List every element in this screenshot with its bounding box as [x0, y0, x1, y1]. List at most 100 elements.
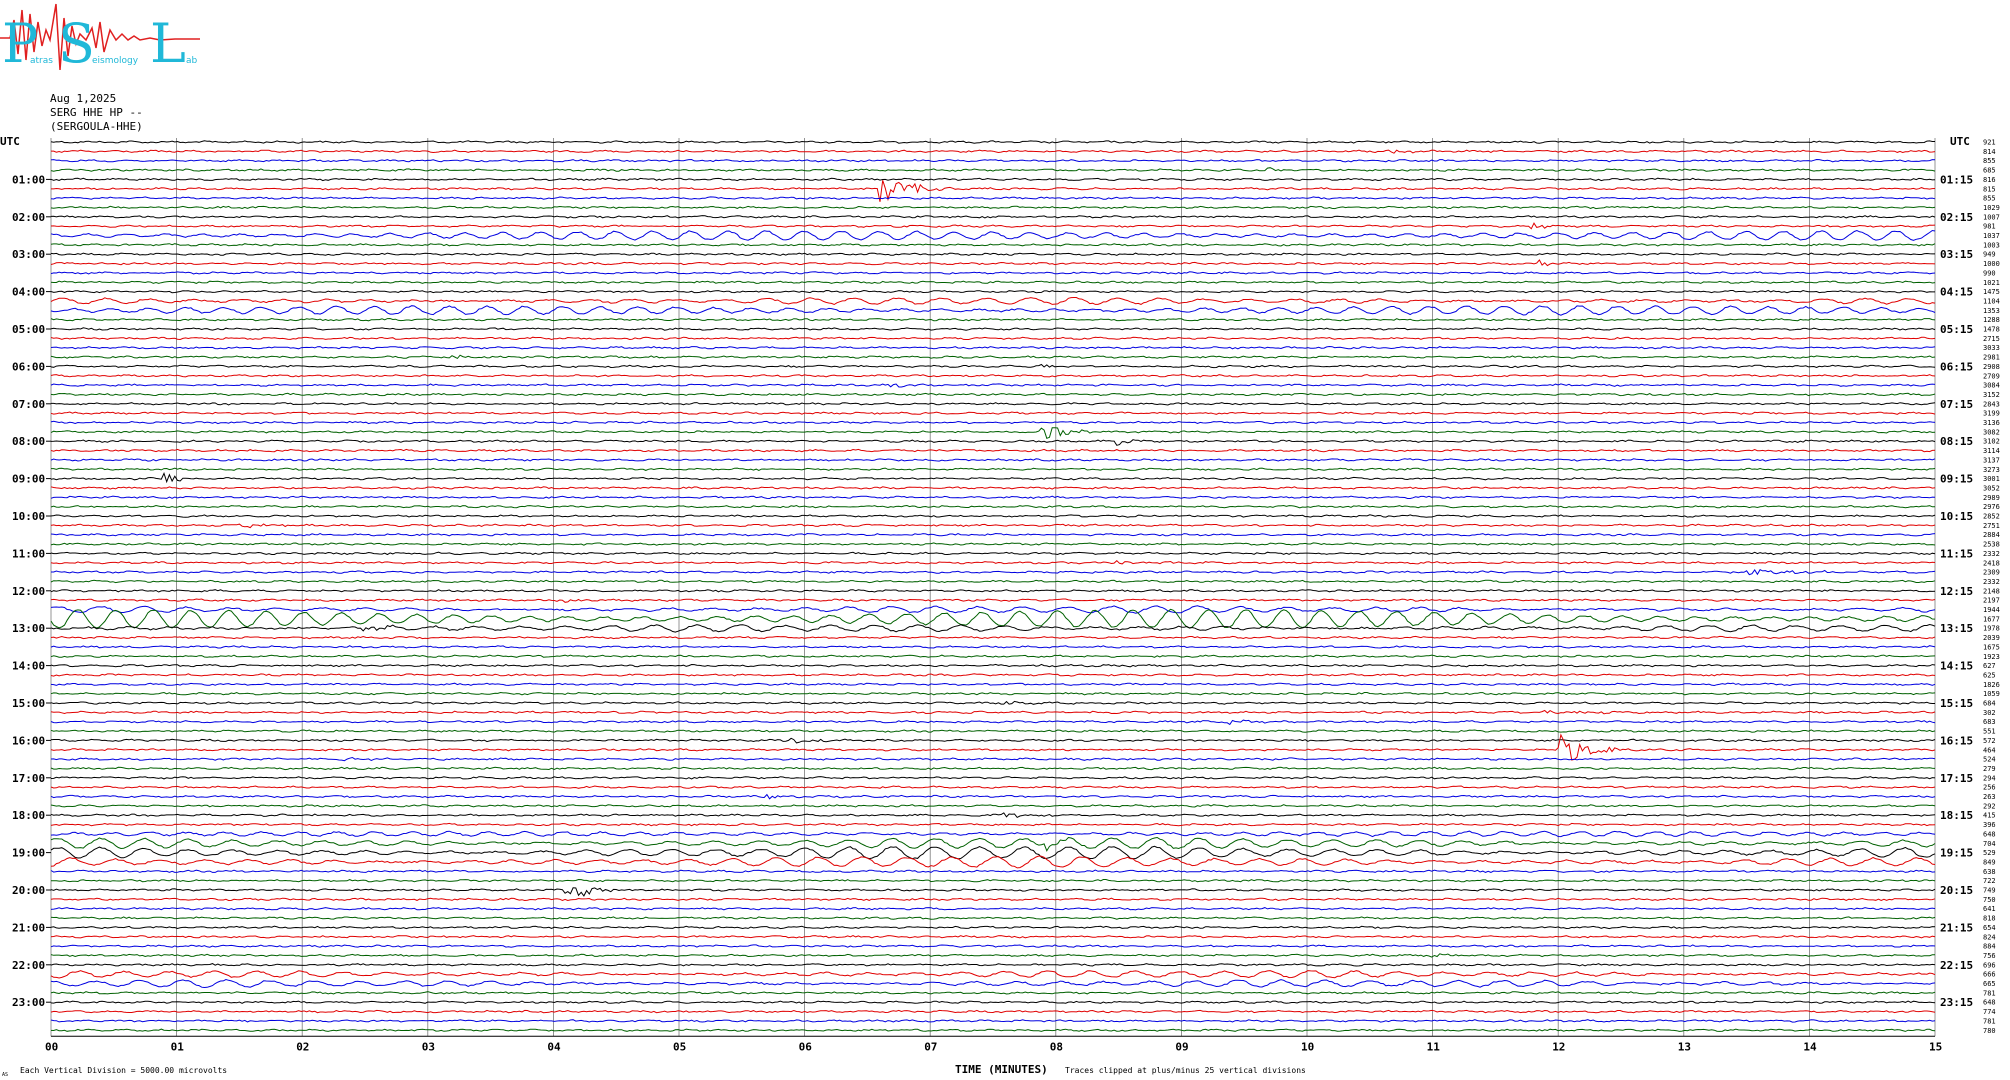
trace-59 [50, 691, 1936, 696]
rms-value: 665 [1983, 980, 1996, 988]
trace-85 [50, 935, 1936, 939]
rms-value: 949 [1983, 251, 1996, 259]
rms-value: 2884 [1983, 531, 2000, 539]
hour-label-left: 05:00 [12, 323, 45, 336]
hour-label-right: 07:15 [1940, 398, 1973, 411]
hour-label-left: 07:00 [12, 398, 45, 411]
rms-value: 1826 [1983, 681, 2000, 689]
rms-value: 818 [1983, 915, 1996, 923]
trace-16 [50, 289, 1935, 294]
rms-value: 2709 [1983, 372, 2000, 380]
rms-value: 722 [1983, 877, 1996, 885]
rms-value: 685 [1983, 167, 1996, 175]
hour-label-right: 12:15 [1940, 585, 1973, 598]
rms-value: 774 [1983, 1008, 1996, 1016]
rms-value: 1923 [1983, 653, 2000, 661]
rms-value: 921 [1983, 139, 1996, 147]
rms-value: 3052 [1983, 484, 2000, 492]
x-tick-label: 12 [1552, 1040, 1565, 1053]
trace-28 [51, 402, 1936, 406]
trace-0 [50, 140, 1935, 144]
hour-label-right: 08:15 [1940, 435, 1973, 448]
x-tick-label: 09 [1175, 1040, 1188, 1053]
rms-value: 279 [1983, 765, 1996, 773]
rms-value: 1000 [1983, 260, 2000, 268]
hour-label-left: 10:00 [12, 510, 45, 523]
rms-value: 294 [1983, 774, 1996, 782]
hour-label-right: 22:15 [1940, 959, 1973, 972]
rms-value: 3102 [1983, 438, 2000, 446]
rms-value: 1288 [1983, 316, 2000, 324]
rms-value: 1475 [1983, 288, 2000, 296]
trace-22 [50, 345, 1936, 350]
rms-value: 2981 [1983, 354, 2000, 362]
x-tick-label: 06 [799, 1040, 813, 1053]
rms-value: 551 [1983, 728, 1996, 736]
rms-value: 256 [1983, 784, 1996, 792]
trace-83 [50, 916, 1936, 920]
hour-label-left: 18:00 [12, 809, 45, 822]
trace-38 [50, 495, 1936, 500]
rms-value: 756 [1983, 952, 1996, 960]
rms-value: 1104 [1983, 297, 2000, 305]
hour-label-right: 13:15 [1940, 622, 1973, 635]
rms-value: 464 [1983, 746, 1996, 754]
rms-value: 1677 [1983, 615, 2000, 623]
x-tick-label: 08 [1050, 1040, 1063, 1053]
logo-text-3: ab [186, 56, 198, 66]
rms-value: 814 [1983, 148, 1996, 156]
x-tick-label: 13 [1678, 1040, 1691, 1053]
trace-48 [50, 589, 1936, 593]
trace-11 [50, 243, 1936, 247]
hour-label-right: 16:15 [1940, 734, 1973, 747]
rms-value: 781 [1983, 989, 1996, 997]
rms-value: 855 [1983, 195, 1996, 203]
hour-label-left: 12:00 [12, 585, 45, 598]
rms-value: 625 [1983, 671, 1996, 679]
trace-15 [50, 280, 1936, 284]
rms-value: 2148 [1983, 587, 2000, 595]
hour-label-right: 11:15 [1940, 547, 1973, 560]
trace-91 [50, 991, 1936, 995]
station-label: (SERGOULA-HHE) [50, 120, 143, 133]
rms-value: 1059 [1983, 690, 2000, 698]
trace-35 [51, 467, 1936, 471]
rms-value: 981 [1983, 223, 1996, 231]
trace-30 [50, 420, 1936, 425]
trace-68 [50, 776, 1936, 780]
trace-50 [50, 605, 1936, 614]
trace-94 [50, 1019, 1936, 1023]
trace-44 [50, 551, 1936, 556]
trace-62 [50, 719, 1936, 726]
rms-value: 3152 [1983, 391, 2000, 399]
rms-value: 1007 [1983, 213, 2000, 221]
x-tick-label: 07 [924, 1040, 937, 1053]
rms-value: 524 [1983, 756, 1996, 764]
trace-70 [50, 793, 1936, 800]
rms-value: 654 [1983, 924, 1996, 932]
hour-label-right: 02:15 [1940, 211, 1973, 224]
rms-value: 2332 [1983, 578, 2000, 586]
trace-1 [51, 149, 1936, 154]
rms-value: 2751 [1983, 522, 2000, 530]
rms-value: 781 [1983, 1017, 1996, 1025]
rms-value: 529 [1983, 849, 1996, 857]
trace-61 [50, 709, 1936, 715]
hour-label-left: 09:00 [12, 473, 45, 486]
hour-label-left: 16:00 [12, 734, 45, 747]
x-tick-label: 10 [1301, 1040, 1314, 1053]
trace-42 [50, 532, 1936, 537]
rms-value: 2039 [1983, 634, 2000, 642]
hour-label-right: 19:15 [1940, 847, 1973, 860]
rms-value: 2908 [1983, 363, 2000, 371]
hour-label-left: 01:00 [12, 173, 45, 186]
rms-value: 1003 [1983, 241, 2000, 249]
rms-value: 638 [1983, 868, 1996, 876]
rms-value: 1029 [1983, 204, 2000, 212]
rms-value: 1978 [1983, 625, 2000, 633]
trace-87 [50, 953, 1935, 958]
rms-value: 1675 [1983, 643, 2000, 651]
trace-79 [51, 878, 1936, 883]
date-label: Aug 1,2025 [50, 92, 117, 105]
trace-5 [51, 180, 1936, 202]
